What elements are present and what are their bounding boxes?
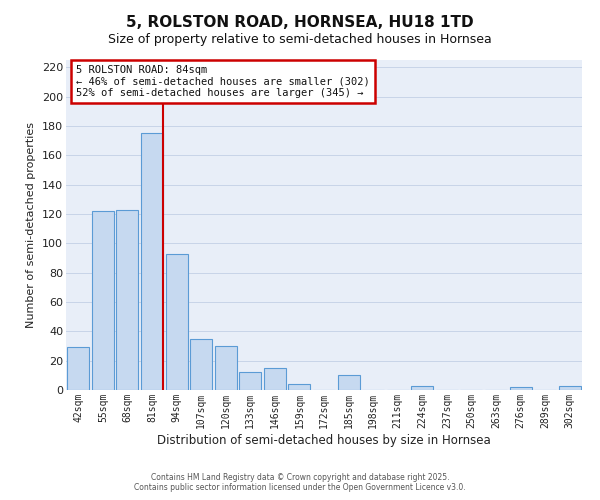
Bar [338, 376, 359, 390]
Bar [190, 338, 212, 390]
Bar [166, 254, 188, 390]
Bar [509, 387, 532, 390]
Bar [411, 386, 433, 390]
Bar [92, 211, 114, 390]
Y-axis label: Number of semi-detached properties: Number of semi-detached properties [26, 122, 37, 328]
X-axis label: Distribution of semi-detached houses by size in Hornsea: Distribution of semi-detached houses by … [157, 434, 491, 446]
Bar [67, 348, 89, 390]
Bar [215, 346, 237, 390]
Text: 5 ROLSTON ROAD: 84sqm
← 46% of semi-detached houses are smaller (302)
52% of sem: 5 ROLSTON ROAD: 84sqm ← 46% of semi-deta… [76, 65, 370, 98]
Bar [141, 134, 163, 390]
Text: Size of property relative to semi-detached houses in Hornsea: Size of property relative to semi-detach… [108, 32, 492, 46]
Bar [239, 372, 262, 390]
Bar [289, 384, 310, 390]
Bar [116, 210, 139, 390]
Bar [559, 386, 581, 390]
Bar [264, 368, 286, 390]
Text: 5, ROLSTON ROAD, HORNSEA, HU18 1TD: 5, ROLSTON ROAD, HORNSEA, HU18 1TD [126, 15, 474, 30]
Text: Contains HM Land Registry data © Crown copyright and database right 2025.
Contai: Contains HM Land Registry data © Crown c… [134, 473, 466, 492]
